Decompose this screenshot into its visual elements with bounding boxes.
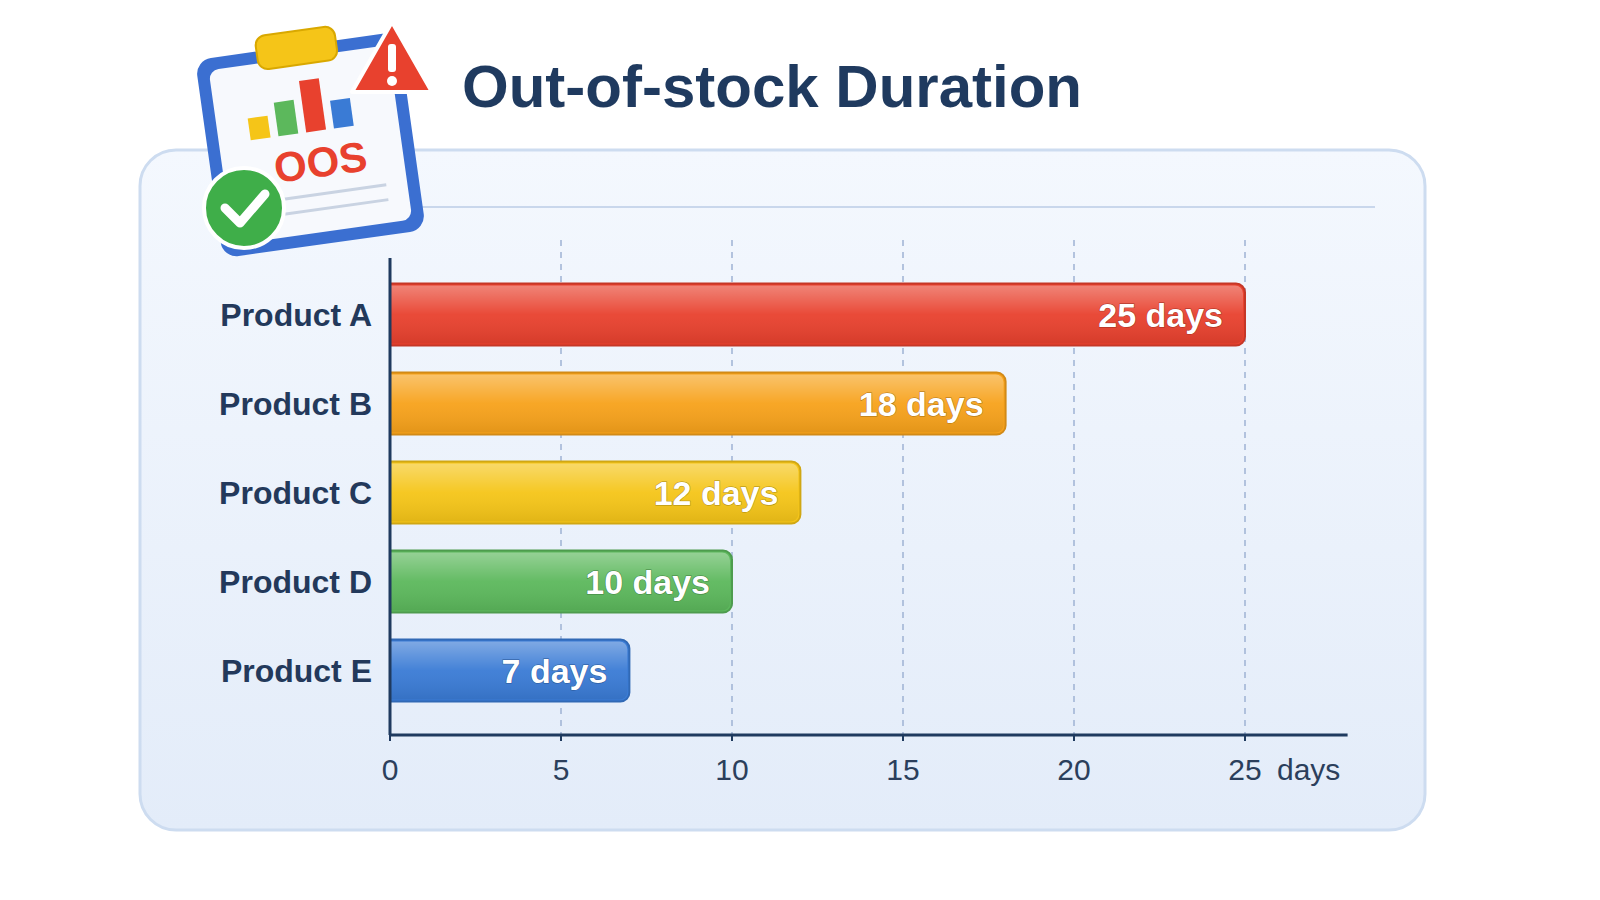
check-mark [225,194,265,223]
icon-line [272,200,389,216]
data-label: 7 days [502,652,608,690]
tick-label: 10 [715,753,748,786]
category-label: Product C [219,475,372,511]
category-label: Product D [219,564,372,600]
warning-mark [388,44,396,72]
data-label: 25 days [1098,296,1223,334]
clipboard-back [195,32,426,259]
y-axis [389,258,392,735]
category-label: Product A [220,297,372,333]
category-labels: Product A Product B Product C Product D Prod… [219,297,372,689]
tick-label: 5 [553,753,570,786]
bar [390,462,800,524]
category-label: Product B [219,386,372,422]
icon-bar [299,78,326,132]
bar [390,284,1245,346]
chart: Out-of-stock Duration OOS 0 5 10 15 20 25 25 day… [0,0,1600,900]
bar-shine [390,464,798,522]
bar [390,640,629,702]
category-label: Product E [221,653,372,689]
panel-rule [420,206,1375,208]
check-icon [204,168,284,248]
title: Out-of-stock Duration [462,53,1082,120]
bar-shine [390,286,1243,344]
bar-shine [390,375,1004,433]
warning-icon [352,22,432,92]
panel [140,150,1425,830]
icon-bar [274,100,299,136]
icon-line [269,185,386,201]
tick-label: 20 [1057,753,1090,786]
icon: OOS [195,22,432,258]
bar [390,373,1006,435]
icon-bar [330,98,354,129]
icon-text: OOS [271,132,370,192]
bar-shine [390,553,730,611]
bar-shine [390,642,627,700]
data-label: 18 days [859,385,984,423]
warning-dot [387,76,397,86]
icon-bar [248,116,271,141]
x-axis [390,734,1348,737]
axis-title: days [1277,753,1340,786]
data-label: 12 days [654,474,779,512]
tick-label: 25 [1228,753,1261,786]
bar [390,551,732,613]
clip [254,26,338,71]
tick-label: 15 [886,753,919,786]
data-label: 10 days [585,563,710,601]
tick-label: 0 [382,753,399,786]
data-labels: 25 days 18 days 12 days 10 days 7 days [502,296,1223,690]
bars [390,284,1245,702]
